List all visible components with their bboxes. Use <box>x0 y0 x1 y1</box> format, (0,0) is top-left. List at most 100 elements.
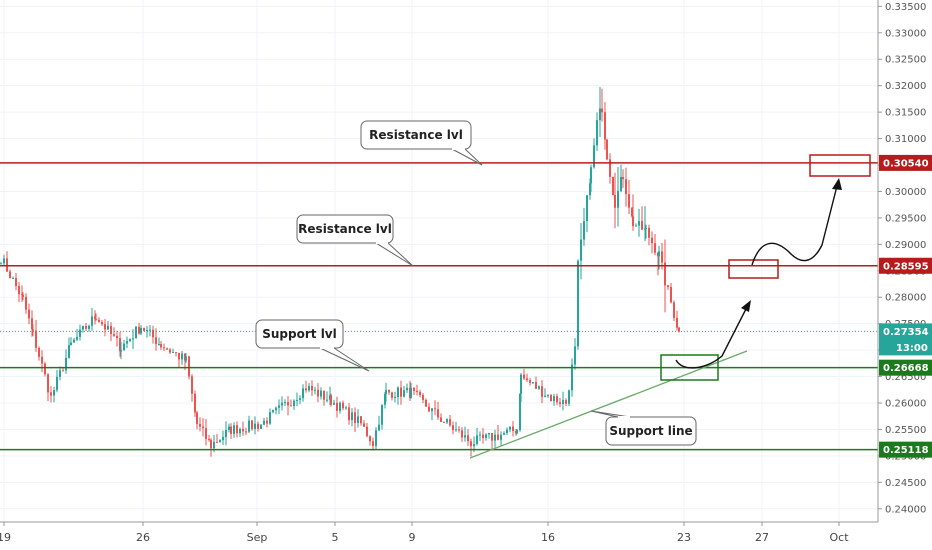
candle <box>266 417 268 428</box>
callout-text: Support lvl <box>262 327 337 341</box>
candle-body <box>458 429 460 431</box>
candle <box>664 239 666 313</box>
countdown-text: 13:00 <box>896 343 928 354</box>
candle <box>644 206 646 241</box>
candle-body <box>455 429 457 431</box>
projected-arrowhead-1 <box>741 300 751 312</box>
time-axis[interactable]: 19 26 Sep 5 9 16 23 27 Oct <box>0 522 849 544</box>
candle <box>614 172 616 229</box>
candle-body <box>143 327 145 331</box>
candle-body <box>104 324 106 330</box>
callout-text: Support line <box>609 424 692 438</box>
candle <box>500 431 502 447</box>
candle <box>41 350 43 373</box>
candle <box>333 399 335 406</box>
candle-body <box>565 400 567 404</box>
candle <box>178 352 180 368</box>
callout-box <box>255 319 344 349</box>
price-label-text: 0.26668 <box>883 363 929 374</box>
candle <box>160 341 162 351</box>
candle <box>378 415 380 432</box>
candle <box>68 337 70 359</box>
candle <box>305 380 307 393</box>
candle <box>88 324 90 332</box>
candle <box>172 348 174 354</box>
candle-body <box>449 419 451 426</box>
candle-body <box>571 364 573 391</box>
candle-body <box>351 412 353 421</box>
candle <box>403 385 405 398</box>
candle <box>348 403 350 425</box>
candle <box>91 307 93 331</box>
candle <box>199 417 201 432</box>
candle-body <box>15 277 17 287</box>
candle-body <box>333 402 335 405</box>
candle <box>326 391 328 403</box>
candle <box>625 167 627 207</box>
candle <box>140 324 142 335</box>
candle-body <box>254 423 256 430</box>
y-tick-label: 0.25500 <box>885 425 926 436</box>
candle-body <box>166 348 168 350</box>
current-price-bg <box>879 323 932 356</box>
candle <box>488 432 490 439</box>
candle-body <box>461 430 463 438</box>
candle <box>202 418 204 437</box>
candle-body <box>163 347 165 349</box>
candle <box>79 324 81 341</box>
grid <box>0 0 878 522</box>
price-label-bg <box>879 441 932 458</box>
candle <box>622 169 624 188</box>
candle-body <box>263 420 265 425</box>
candle-body <box>422 395 424 400</box>
candle-body <box>216 441 218 443</box>
candle <box>222 430 224 446</box>
candle <box>59 366 61 381</box>
candle <box>113 327 115 337</box>
candle <box>503 431 505 436</box>
candle-body <box>506 429 508 434</box>
price-label-text: 0.28595 <box>883 261 929 272</box>
candle-body <box>135 326 137 339</box>
candle-body <box>628 194 630 208</box>
candle <box>320 387 322 400</box>
candle-body <box>443 421 445 423</box>
annotations: Resistance lvl Resistance lvl Support lvl S… <box>255 120 871 459</box>
candle-body <box>413 387 415 391</box>
candle-body <box>50 392 52 396</box>
candle-body <box>497 434 499 440</box>
candle <box>101 319 103 326</box>
candle-body <box>155 337 157 345</box>
candle-body <box>434 408 436 410</box>
candle-body <box>673 302 675 318</box>
candle-body <box>213 441 215 449</box>
candle-body <box>667 285 669 287</box>
candle-body <box>290 405 292 407</box>
candle-body <box>410 387 412 398</box>
candle-body <box>32 329 34 331</box>
current-price-label: 0.27354 13:00 <box>879 323 932 356</box>
x-tick-label: 27 <box>755 531 769 544</box>
x-tick-label: Sep <box>247 531 268 544</box>
candle-body <box>670 286 672 303</box>
candle <box>163 343 165 351</box>
price-label-text: 0.30540 <box>883 158 929 169</box>
candle-body <box>228 426 230 430</box>
candle <box>123 339 125 351</box>
candle <box>339 401 341 414</box>
x-tick-label: 9 <box>409 531 416 544</box>
candle-body <box>236 425 238 434</box>
candle-body <box>532 382 534 384</box>
candle <box>98 317 100 323</box>
candle-body <box>503 433 505 435</box>
candle-body <box>281 402 283 406</box>
candle-body <box>479 434 481 436</box>
candle-body <box>222 437 224 441</box>
candle <box>670 282 672 304</box>
candle <box>35 320 37 352</box>
candle <box>676 310 678 331</box>
candle <box>302 384 304 402</box>
candle-body <box>275 407 277 411</box>
candle-body <box>366 426 368 437</box>
candle <box>351 408 353 427</box>
